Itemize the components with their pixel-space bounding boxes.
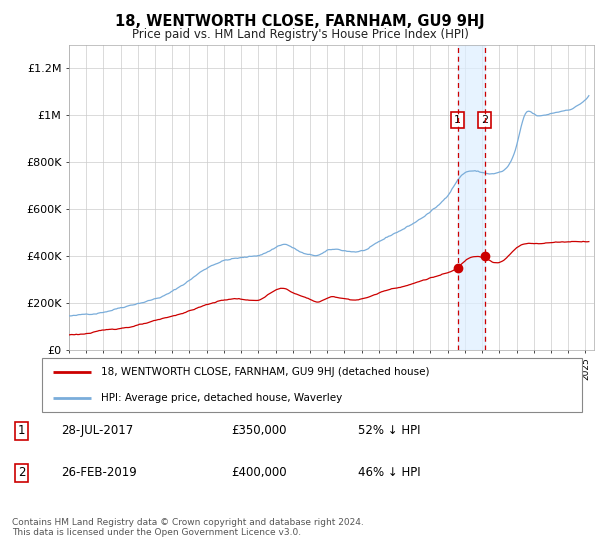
Text: HPI: Average price, detached house, Waverley: HPI: Average price, detached house, Wave…	[101, 393, 343, 403]
Text: 52% ↓ HPI: 52% ↓ HPI	[358, 424, 420, 437]
Text: 46% ↓ HPI: 46% ↓ HPI	[358, 466, 420, 479]
Text: Price paid vs. HM Land Registry's House Price Index (HPI): Price paid vs. HM Land Registry's House …	[131, 28, 469, 41]
Text: 18, WENTWORTH CLOSE, FARNHAM, GU9 9HJ: 18, WENTWORTH CLOSE, FARNHAM, GU9 9HJ	[115, 14, 485, 29]
Text: 28-JUL-2017: 28-JUL-2017	[61, 424, 133, 437]
Text: 18, WENTWORTH CLOSE, FARNHAM, GU9 9HJ (detached house): 18, WENTWORTH CLOSE, FARNHAM, GU9 9HJ (d…	[101, 367, 430, 377]
Text: £400,000: £400,000	[231, 466, 287, 479]
Text: £350,000: £350,000	[231, 424, 286, 437]
Bar	[458, 45, 485, 350]
FancyBboxPatch shape	[42, 358, 582, 412]
Text: 2: 2	[18, 466, 25, 479]
Text: 2: 2	[481, 115, 488, 125]
Text: 1: 1	[18, 424, 25, 437]
Text: 26-FEB-2019: 26-FEB-2019	[61, 466, 137, 479]
Text: 1: 1	[454, 115, 461, 125]
Text: Contains HM Land Registry data © Crown copyright and database right 2024.
This d: Contains HM Land Registry data © Crown c…	[12, 518, 364, 538]
